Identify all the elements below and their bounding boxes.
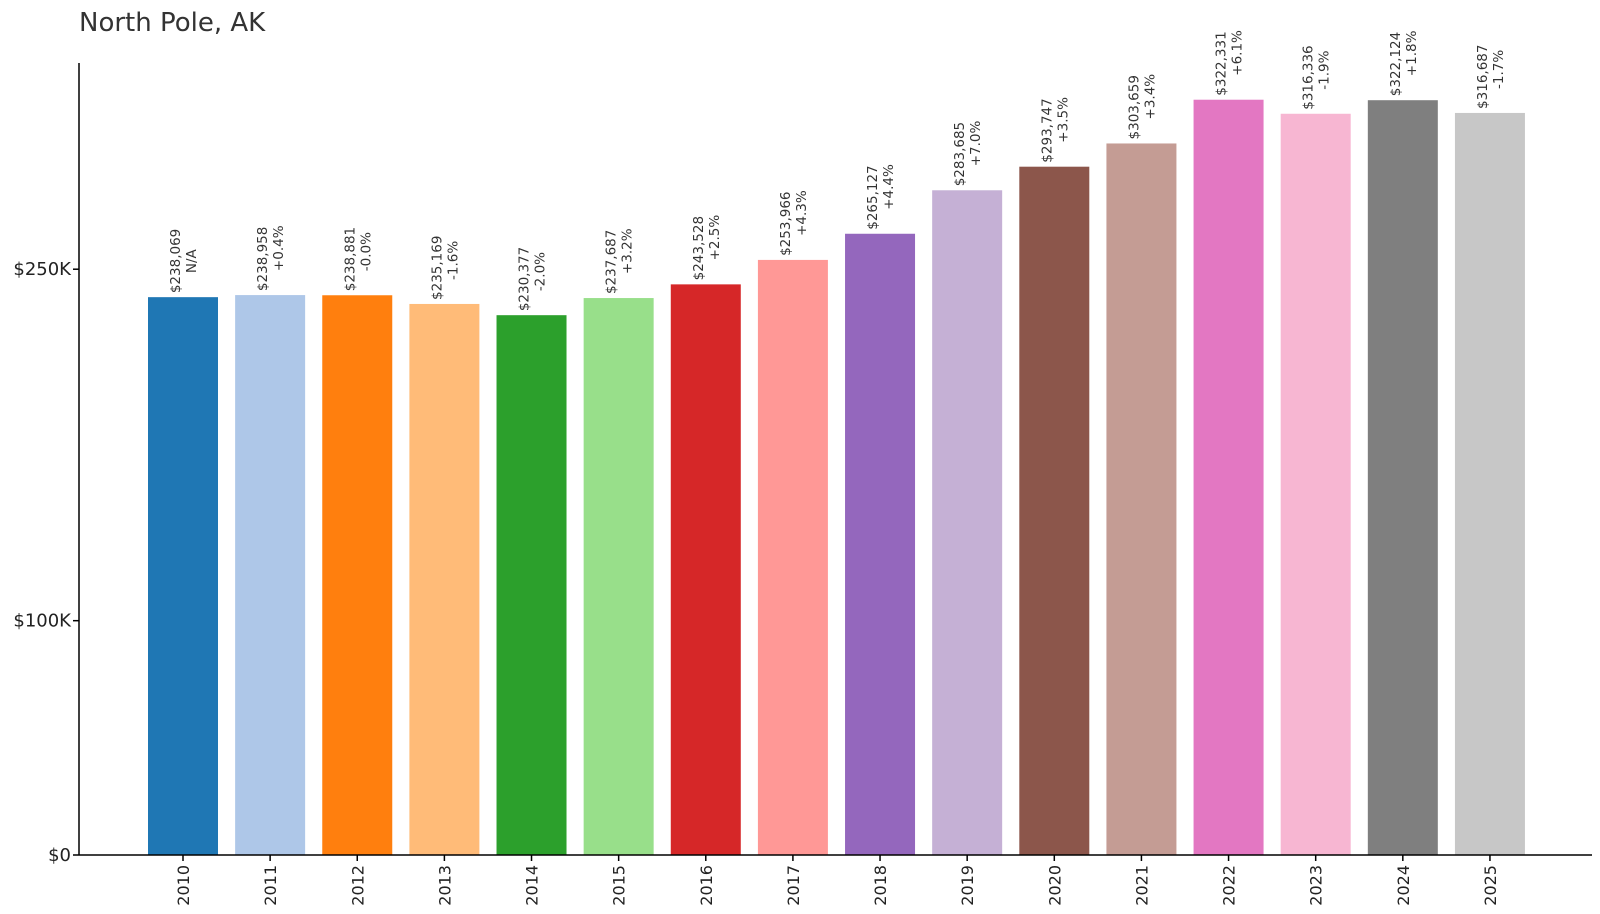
value-label: $316,687 — [1475, 45, 1491, 109]
change-label: +0.4% — [271, 225, 287, 271]
x-tick-label: 2017 — [784, 865, 803, 906]
bar — [1193, 99, 1264, 856]
x-tick-label: 2024 — [1394, 865, 1413, 906]
x-tick-label: 2010 — [174, 865, 193, 906]
x-tick-label: 2021 — [1132, 865, 1151, 906]
bar — [322, 295, 393, 856]
bar — [409, 303, 480, 855]
value-label: $238,069 — [168, 229, 184, 293]
change-label: -1.9% — [1317, 50, 1333, 89]
bar — [845, 233, 916, 855]
x-tick-label: 2013 — [435, 865, 454, 906]
change-label: +1.8% — [1404, 30, 1420, 76]
bar — [1454, 112, 1525, 855]
change-label: +4.3% — [794, 190, 810, 236]
x-tick-label: 2020 — [1045, 865, 1064, 906]
x-tick-label: 2015 — [610, 865, 629, 906]
value-label: $303,659 — [1126, 75, 1142, 139]
bar — [496, 315, 567, 855]
change-label: +3.4% — [1142, 74, 1158, 120]
change-label: +2.5% — [707, 215, 723, 261]
bar — [932, 190, 1003, 856]
y-tick-label: $250K — [13, 259, 72, 280]
change-label: -1.7% — [1491, 50, 1507, 89]
x-tick-label: 2022 — [1220, 865, 1239, 906]
x-tick-label: 2019 — [958, 865, 977, 906]
bars — [148, 99, 1525, 856]
value-label: $322,124 — [1388, 32, 1404, 96]
value-label: $238,958 — [255, 227, 271, 291]
value-label: $243,528 — [691, 216, 707, 280]
change-label: +6.1% — [1230, 30, 1246, 76]
y-tick-label: $0 — [48, 845, 71, 866]
bar — [235, 295, 306, 856]
change-label: -0.0% — [358, 232, 374, 271]
change-label: N/A — [184, 249, 200, 274]
value-label: $283,685 — [952, 122, 968, 186]
change-label: +4.4% — [881, 164, 897, 210]
value-label: $322,331 — [1214, 31, 1230, 95]
value-label: $253,966 — [778, 191, 794, 255]
x-tick-label: 2014 — [523, 865, 542, 906]
change-label: -2.0% — [533, 252, 549, 291]
value-label: $293,747 — [1039, 98, 1055, 162]
chart-title: North Pole, AK — [79, 8, 266, 38]
value-label: $238,881 — [342, 227, 358, 291]
bar — [1280, 113, 1351, 855]
bar — [1367, 100, 1438, 856]
value-label: $237,687 — [604, 230, 620, 294]
x-tick-label: 2011 — [261, 865, 280, 906]
bar — [148, 297, 218, 855]
data-labels: $238,069 N/A $238,958 +0.4% $238,881 -0.0% $23… — [168, 30, 1507, 311]
bar — [757, 259, 828, 855]
value-label: $265,127 — [865, 165, 881, 229]
x-tick-label: 2025 — [1481, 865, 1500, 906]
x-tick-label: 2016 — [697, 865, 716, 906]
change-label: +7.0% — [968, 120, 984, 166]
x-tick-label: 2018 — [871, 865, 890, 906]
value-label: $316,336 — [1301, 45, 1317, 109]
bar — [1019, 166, 1090, 855]
bar — [583, 298, 654, 855]
x-axis: 2010 2011 2012 2013 2014 2015 2016 2017 2018 2019… — [79, 854, 1592, 906]
value-label: $230,377 — [517, 247, 533, 311]
change-label: +3.5% — [1055, 97, 1071, 143]
y-axis: $0 $100K $250K — [13, 63, 80, 866]
bar — [1106, 143, 1177, 856]
x-tick-label: 2012 — [348, 865, 367, 906]
x-tick-label: 2023 — [1307, 865, 1326, 906]
value-label: $235,169 — [429, 236, 445, 300]
change-label: -1.6% — [445, 241, 461, 280]
change-label: +3.2% — [620, 228, 636, 274]
y-tick-label: $100K — [13, 611, 72, 632]
bar — [670, 284, 741, 855]
